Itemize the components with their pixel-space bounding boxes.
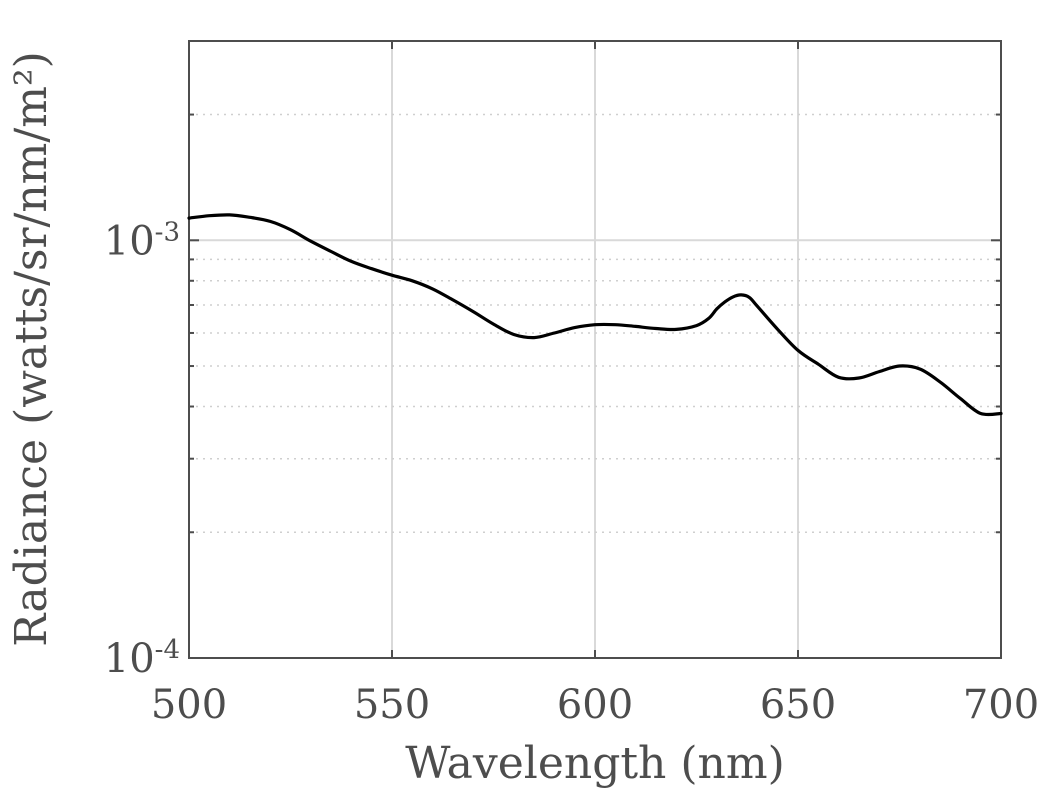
x-tick-labels: 500 550 600 650 700 [151, 682, 1039, 728]
x-tick-label: 500 [151, 682, 227, 728]
x-tick-label: 700 [963, 682, 1039, 728]
x-axis-title: Wavelength (nm) [405, 738, 785, 789]
x-tick-label: 600 [557, 682, 633, 728]
radiance-series-line [187, 213, 1003, 417]
x-tick-label: 650 [760, 682, 836, 728]
x-tick-label: 550 [354, 682, 430, 728]
y-tick-labels: 10-4 10-3 [104, 217, 180, 682]
grid-lines [189, 41, 1001, 658]
y-axis-title: Radiance (watts/sr/nm/m²) [6, 51, 57, 647]
axis-ticks [188, 41, 1002, 659]
y-tick-label: 10-3 [104, 217, 180, 264]
series-layer [187, 213, 1003, 417]
y-tick-label: 10-4 [104, 635, 180, 682]
